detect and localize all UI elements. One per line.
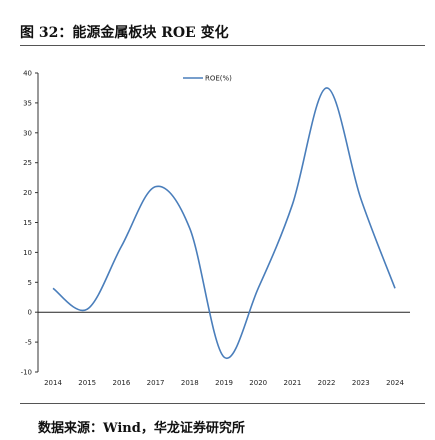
- chart-frame: -10 -5 0 5 10 15 20 25 30 35 40 2014 2015 2016 2017 201…: [0, 46, 420, 403]
- y-tick-label: 5: [28, 279, 32, 287]
- roe-data-point: [325, 86, 328, 89]
- x-tick-label: 2017: [147, 379, 165, 387]
- footer-divider: [20, 403, 425, 404]
- x-tick-label: 2018: [181, 379, 199, 387]
- y-tick-label: 0: [28, 309, 32, 317]
- roe-series-line: [52, 87, 396, 360]
- roe-data-point: [86, 308, 89, 311]
- title-divider: [20, 45, 425, 46]
- y-tick-label: 40: [23, 70, 32, 78]
- x-tick-label: 2024: [386, 379, 404, 387]
- source-note: 数据来源：Wind，华龙证券研究所: [38, 421, 245, 436]
- x-tick-label: 2014: [44, 379, 62, 387]
- roe-data-point: [394, 287, 397, 290]
- x-tick-label: 2021: [283, 379, 301, 387]
- legend-label: ROE(%): [205, 75, 232, 83]
- x-tick-label: 2015: [78, 379, 96, 387]
- x-tick-label: 2022: [318, 379, 336, 387]
- roe-data-point: [257, 287, 260, 290]
- y-tick-label: 35: [23, 99, 32, 107]
- roe-data-point: [52, 287, 55, 290]
- roe-data-point: [291, 203, 294, 206]
- y-tick-label: 10: [23, 249, 32, 257]
- figure-title: 图 32：能源金属板块 ROE 变化: [20, 25, 229, 41]
- y-tick-label: -5: [25, 339, 32, 347]
- roe-data-point: [154, 185, 157, 188]
- y-tick-label: 20: [23, 189, 32, 197]
- roe-data-point: [188, 227, 191, 230]
- x-tick-label: 2016: [112, 379, 130, 387]
- x-tick-label: 2023: [352, 379, 370, 387]
- roe-line-chart: -10 -5 0 5 10 15 20 25 30 35 40 2014 2015 2016 2017 201…: [21, 70, 410, 387]
- roe-data-point: [120, 245, 123, 248]
- x-tick-label: 2019: [215, 379, 233, 387]
- roe-data-point: [359, 197, 362, 200]
- roe-data-point: [223, 356, 226, 359]
- y-tick-label: 15: [23, 219, 32, 227]
- y-tick-label: -10: [21, 369, 32, 377]
- x-tick-label: 2020: [249, 379, 267, 387]
- y-tick-label: 25: [23, 159, 32, 167]
- y-tick-label: 30: [23, 129, 32, 137]
